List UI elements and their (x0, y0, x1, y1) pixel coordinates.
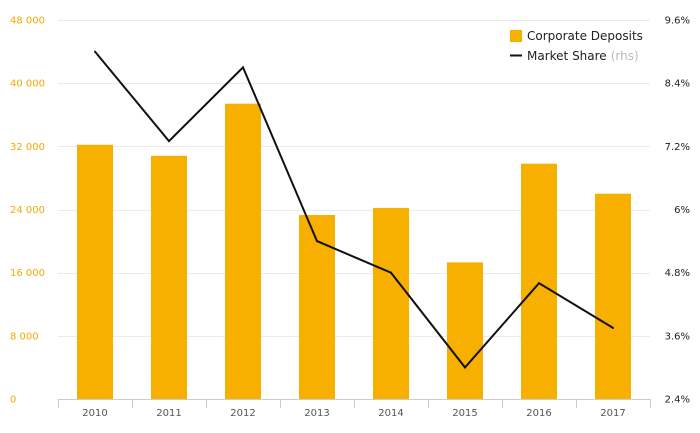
y-left-tick-label: 40 000 (10, 79, 45, 90)
line-point (538, 282, 540, 285)
x-tick-label: 2013 (304, 408, 329, 419)
y-left-tick-label: 48 000 (10, 16, 45, 27)
chart-legend: Corporate Deposits Market Share (rhs) (510, 29, 643, 63)
legend-label-market-share-name: Market Share (527, 49, 607, 63)
legend-label-corporate-deposits: Corporate Deposits (527, 29, 643, 43)
line-point (316, 240, 318, 243)
y-right-tick-label: 2.4% (665, 395, 690, 406)
legend-label-market-share: Market Share (rhs) (527, 49, 639, 63)
bar (77, 144, 113, 399)
bar (447, 262, 483, 399)
line-point (612, 326, 614, 329)
y-right-tick-label: 7.2% (665, 142, 690, 153)
line-point (242, 66, 244, 69)
chart-gridlines (58, 20, 650, 337)
chart-axes: 0 8 000 16 000 24 000 32 000 40 000 48 000 2.4%… (10, 16, 690, 420)
y-right-tick-label: 4.8% (665, 268, 690, 279)
market-share-line (94, 50, 614, 369)
y-right-tick-label: 8.4% (665, 79, 690, 90)
bar (151, 155, 187, 399)
x-tick-label: 2010 (82, 408, 107, 419)
line-point (390, 271, 392, 274)
bar (595, 193, 631, 399)
line-point (168, 140, 170, 143)
bar (299, 215, 335, 399)
x-tick-label: 2012 (230, 408, 255, 419)
y-left-tick-label: 32 000 (10, 142, 45, 153)
x-tick-label: 2015 (452, 408, 477, 419)
y-left-tick-label: 16 000 (10, 268, 45, 279)
line-series (94, 50, 614, 369)
y-left-tick-label: 0 (10, 395, 16, 406)
bar-series (77, 103, 631, 399)
legend-note-rhs: (rhs) (611, 49, 639, 63)
y-left-tick-label: 8 000 (10, 331, 39, 342)
y-left-tick-label: 24 000 (10, 205, 45, 216)
x-tick-label: 2017 (600, 408, 625, 419)
bar (225, 103, 261, 399)
legend-swatch-corporate-deposits (510, 30, 522, 42)
bar (373, 207, 409, 399)
x-tick-label: 2014 (378, 408, 403, 419)
y-right-tick-label: 6% (674, 205, 690, 216)
line-point (464, 366, 466, 369)
bar (521, 163, 557, 399)
y-right-tick-label: 3.6% (665, 331, 690, 342)
y-right-tick-label: 9.6% (665, 16, 690, 27)
line-point (94, 50, 96, 53)
x-tick-label: 2011 (156, 408, 181, 419)
x-tick-label: 2016 (526, 408, 551, 419)
